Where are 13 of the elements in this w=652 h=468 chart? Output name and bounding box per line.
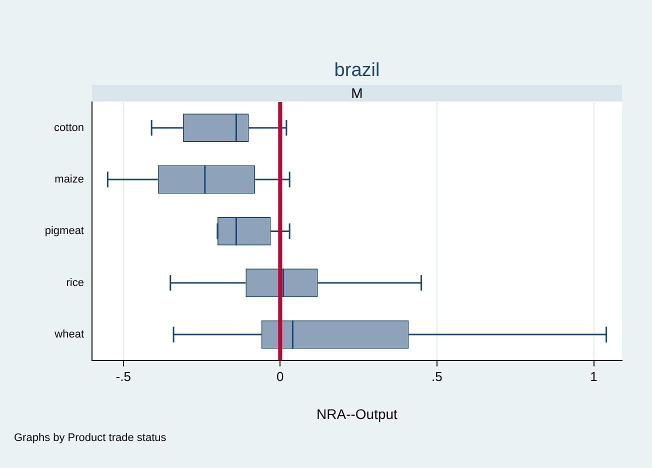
x-tick-label: -.5 bbox=[116, 368, 131, 384]
chart-subtitle: M bbox=[92, 85, 622, 101]
chart-title: brazil bbox=[334, 60, 380, 82]
y-tick-label: cotton bbox=[54, 122, 84, 134]
y-tick-label: pigmeat bbox=[44, 225, 84, 238]
x-axis-title: NRA--Output bbox=[316, 406, 398, 422]
x-tick-label: .5 bbox=[432, 368, 442, 384]
x-tick-label: 0 bbox=[276, 368, 284, 384]
y-tick-label: maize bbox=[54, 174, 84, 186]
y-tick-label: wheat bbox=[54, 328, 84, 341]
text: Graphs by Product trade status bbox=[14, 432, 166, 444]
y-tick-label: rice bbox=[66, 276, 84, 289]
x-tick-label: 1 bbox=[590, 368, 598, 384]
